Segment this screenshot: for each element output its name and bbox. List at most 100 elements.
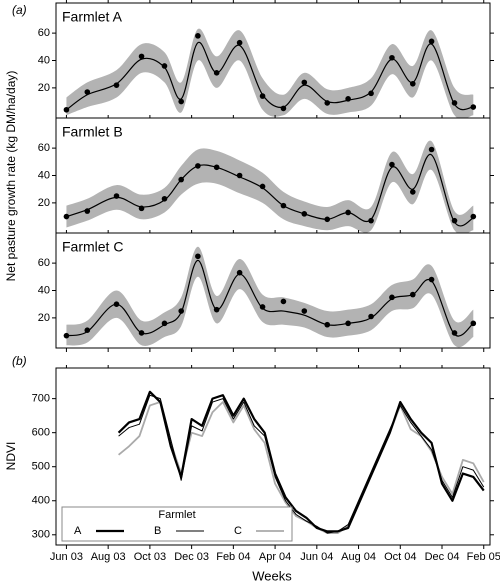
y-tick-label: 40 — [38, 169, 50, 181]
plot — [117, 390, 485, 534]
data-point — [63, 106, 70, 113]
data-point — [368, 90, 374, 97]
data-point — [63, 213, 70, 220]
panel-label: (a) — [12, 3, 27, 17]
data-point — [451, 330, 458, 336]
data-point — [178, 176, 184, 183]
data-point — [389, 294, 395, 301]
y-tick-label: 20 — [38, 197, 50, 209]
data-point — [451, 217, 458, 224]
data-point — [470, 104, 477, 110]
data-point — [324, 216, 331, 223]
y-tick-label: 40 — [38, 284, 50, 296]
data-point — [301, 308, 308, 314]
legend-title: Farmlet — [158, 509, 195, 521]
y-axis-label: NDVI — [4, 442, 18, 471]
data-point — [345, 96, 351, 102]
data-point — [84, 208, 91, 214]
data-point — [259, 183, 266, 190]
data-point — [213, 306, 220, 313]
data-point — [324, 100, 331, 106]
y-tick-label: 300 — [32, 529, 50, 541]
data-point — [409, 291, 416, 298]
data-point — [113, 193, 120, 199]
data-point — [280, 298, 287, 305]
data-point — [178, 308, 184, 314]
data-point — [63, 332, 70, 339]
y-axis-label: Net pasture growth rate (kg DM/ha/day) — [4, 71, 18, 282]
data-point — [280, 105, 287, 112]
data-point — [324, 321, 331, 328]
data-point — [84, 327, 91, 334]
data-point — [470, 213, 477, 220]
confidence-band — [66, 140, 474, 233]
data-point — [345, 209, 351, 216]
subplot-title: Farmlet C — [62, 239, 123, 255]
data-point — [178, 98, 184, 105]
data-point — [195, 253, 201, 260]
data-point — [195, 163, 201, 169]
x-tick-label: Apr 04 — [259, 551, 291, 563]
data-point — [84, 89, 91, 95]
data-point — [409, 80, 416, 87]
x-tick-label: Feb 04 — [216, 551, 250, 563]
y-tick-label: 500 — [32, 461, 50, 473]
data-point — [138, 205, 145, 212]
legend-label: B — [154, 525, 161, 537]
subplot — [63, 246, 477, 348]
x-tick-label: Jun 04 — [300, 551, 333, 563]
data-point — [138, 330, 145, 336]
data-point — [161, 63, 168, 69]
data-point — [213, 70, 220, 76]
data-point — [428, 38, 435, 45]
ndvi-line — [117, 390, 485, 533]
data-point — [259, 93, 266, 99]
y-tick-label: 400 — [32, 495, 50, 507]
legend-box — [61, 506, 293, 542]
x-tick-label: Dec 03 — [174, 551, 209, 563]
data-point — [470, 320, 477, 327]
data-point — [428, 276, 435, 283]
data-point — [236, 39, 243, 46]
data-point — [428, 146, 435, 153]
data-point — [236, 172, 243, 179]
subplot-title: Farmlet A — [62, 9, 123, 25]
y-tick-label: 600 — [32, 427, 50, 439]
confidence-band — [66, 246, 474, 348]
data-point — [451, 100, 458, 106]
data-point — [368, 313, 374, 320]
y-tick-label: 60 — [38, 142, 50, 154]
subplot — [63, 28, 477, 118]
confidence-band — [66, 28, 474, 118]
data-point — [161, 320, 168, 327]
data-point — [236, 269, 243, 276]
x-tick-label: Oct 04 — [384, 551, 416, 563]
subplot-title: Farmlet B — [62, 124, 123, 140]
data-point — [213, 164, 220, 171]
y-tick-label: 60 — [38, 257, 50, 269]
data-point — [389, 161, 395, 168]
data-point — [389, 54, 395, 61]
data-point — [113, 301, 120, 307]
y-tick-label: 60 — [38, 27, 50, 39]
legend-label: C — [234, 525, 242, 537]
y-tick-label: 20 — [38, 82, 50, 94]
y-tick-label: 40 — [38, 54, 50, 66]
x-tick-label: Feb 05 — [467, 551, 500, 563]
x-tick-label: Jun 03 — [50, 551, 83, 563]
legend-label: A — [74, 525, 82, 537]
data-point — [301, 79, 308, 86]
data-point — [301, 211, 308, 217]
x-tick-label: Dec 04 — [425, 551, 460, 563]
data-point — [113, 82, 120, 88]
frame — [55, 367, 491, 546]
data-point — [280, 202, 287, 209]
data-point — [161, 195, 168, 202]
x-tick-label: Aug 03 — [91, 551, 126, 563]
x-tick-label: Oct 03 — [134, 551, 166, 563]
subplot — [63, 140, 477, 233]
data-point — [195, 33, 201, 39]
data-point — [345, 320, 351, 327]
y-tick-label: 20 — [38, 312, 50, 324]
